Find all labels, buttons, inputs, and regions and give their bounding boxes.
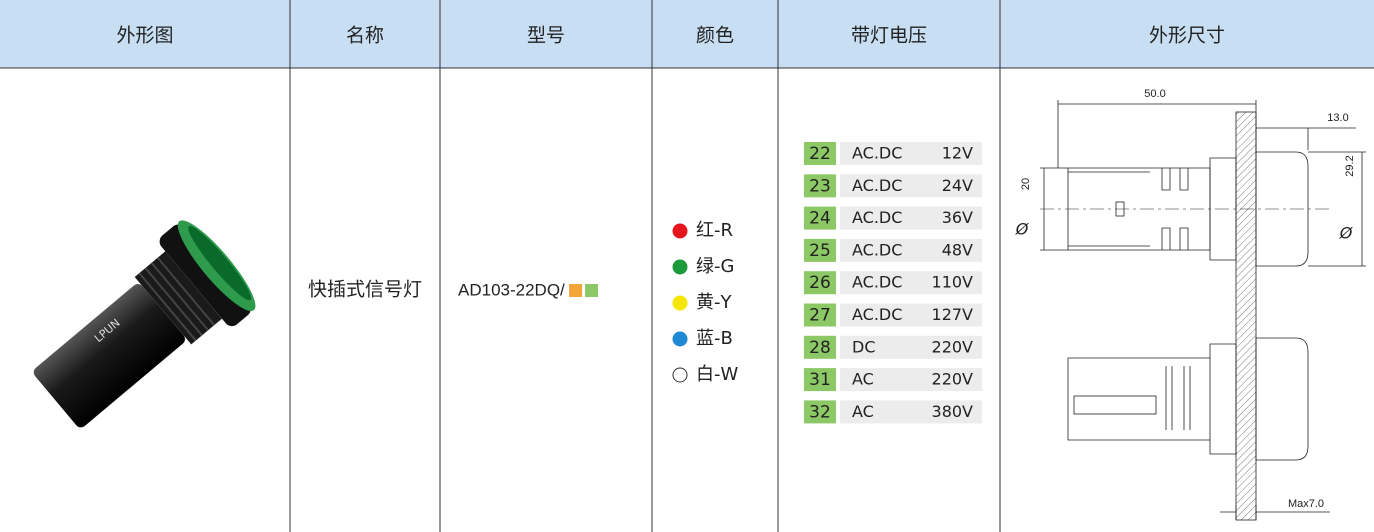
header: 型号 [527,25,565,47]
voltage-row-bg [840,368,982,392]
voltage: 220V [932,370,974,389]
supply-type: AC.DC [852,240,902,259]
code-box [804,335,836,359]
supply-type: AC [852,402,874,421]
dimension-drawing: 50.0 13.0 29.2 20 Ø Ø Max7.0 [1015,88,1366,521]
header: 外形尺寸 [1149,25,1225,47]
code: 32 [809,402,831,422]
code-box [804,174,836,198]
voltage-row-bg [840,238,982,262]
dim-label: 20 [1020,178,1032,190]
supply-type: AC.DC [852,144,902,163]
voltage: 110V [932,273,974,292]
dim-label: 29.2 [1344,155,1356,176]
color-label: 蓝-B [696,328,733,349]
code: 26 [809,273,831,293]
product-image: LPUN [33,220,256,428]
code-box [804,271,836,295]
voltage-row-bg [840,335,982,359]
header: 带灯电压 [851,25,927,47]
code: 22 [809,144,831,164]
voltage-row-bg [840,400,982,424]
dim-label: Ø [1015,220,1029,239]
color-label: 黄-Y [696,292,732,313]
voltage: 48V [942,240,973,259]
color-swatch [569,284,583,297]
header-bg [0,0,1374,68]
dim-label: Max7.0 [1288,498,1324,510]
voltage: 220V [932,337,974,356]
supply-type: AC.DC [852,176,902,195]
code-box [804,400,836,424]
color-label: 绿-G [696,256,734,277]
code: 25 [809,241,831,261]
voltage: 127V [932,305,974,324]
code-box [804,368,836,392]
code-box [804,142,836,165]
color-dot [672,223,688,239]
code-box [804,238,836,262]
voltage-row-bg [840,174,982,198]
color-swatch [585,284,599,297]
voltage: 24V [942,176,973,195]
color-dot [672,259,688,275]
dim-label: 13.0 [1327,112,1348,124]
header: 颜色 [696,25,734,47]
dim-label: 50.0 [1144,88,1165,100]
supply-type: AC [852,370,874,389]
dim-label: Ø [1339,224,1353,243]
code-box [804,303,836,327]
color-label: 红-R [696,220,733,241]
model: AD103-22DQ/ [458,280,565,299]
voltage: 12V [942,144,973,163]
supply-type: DC [852,337,876,356]
code: 23 [809,176,831,196]
product-name: 快插式信号灯 [308,279,422,301]
color-label: 白-W [696,364,738,385]
color-dot [672,295,688,311]
supply-type: AC.DC [852,305,902,324]
code: 28 [809,338,831,358]
code: 31 [809,370,831,390]
code: 27 [809,306,831,326]
color-dot [672,367,688,383]
code: 24 [809,209,831,229]
voltage-row-bg [840,142,982,165]
color-dot [672,331,688,347]
supply-type: AC.DC [852,273,902,292]
supply-type: AC.DC [852,208,902,227]
voltage-row-bg [840,206,982,230]
voltage-row-bg [840,303,982,327]
voltage: 380V [932,402,974,421]
voltage-row-bg [840,271,982,295]
code-box [804,206,836,230]
header: 外形图 [116,25,173,47]
voltage: 36V [942,208,973,227]
header: 名称 [346,25,384,47]
